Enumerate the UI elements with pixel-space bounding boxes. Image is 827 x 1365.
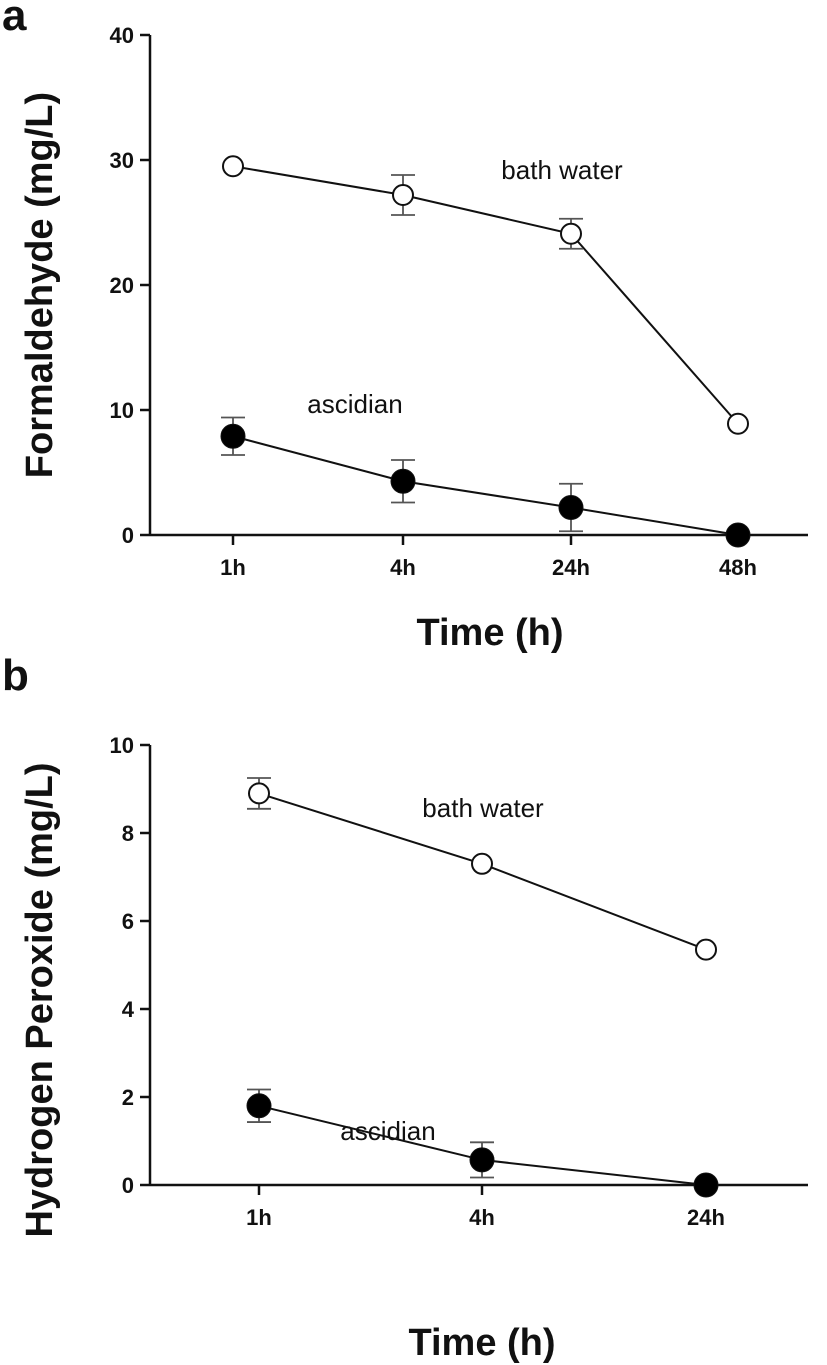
panel-b-data-point-ascidian — [246, 1093, 272, 1119]
panel-a-data-point-ascidian — [725, 522, 751, 548]
panel-a-data-point-bath-water — [392, 184, 414, 206]
panel-a-series-line-bath-water — [232, 165, 739, 425]
panel-a-data-point-ascidian — [220, 423, 246, 449]
panel-a-x-tick-label: 4h — [390, 555, 416, 580]
panel-b-series-label-bath-water: bath water — [422, 793, 544, 823]
panel-b-data-point-bath-water — [695, 938, 717, 961]
panel-b-y-tick-label: 6 — [122, 909, 134, 934]
panel-b-series-label-ascidian: ascidian — [340, 1116, 435, 1146]
panel-a-x-tick-label: 48h — [719, 555, 757, 580]
panel-b-y-tick-label: 8 — [122, 821, 134, 846]
panel-a-x-tick-label: 24h — [552, 555, 590, 580]
panel-a-y-tick-label: 10 — [110, 398, 134, 423]
panel-a-y-tick-label: 20 — [110, 273, 134, 298]
panel-b-data-point-ascidian — [693, 1172, 719, 1198]
panel-a-plot-area: 0 10 20 30 40 1h 4h 24h 48h — [110, 23, 808, 580]
panel-a-formaldehyde-chart: a 0 10 20 30 40 1h 4h 24h 48h Time (h) Formaldeh… — [2, 0, 808, 654]
panel-b-x-tick-label: 1h — [246, 1205, 272, 1230]
panel-b-x-axis-title: Time (h) — [408, 1322, 555, 1364]
panel-a-y-axis-title: Formaldehyde (mg/L) — [19, 92, 61, 478]
panel-a-y-tick-label: 40 — [110, 23, 134, 48]
panel-b-plot-area: 0 2 4 6 8 10 1h 4h 24h — [110, 733, 808, 1230]
panel-b-x-tick-label: 24h — [687, 1205, 725, 1230]
panel-b-letter: b — [2, 651, 29, 700]
panel-a-data-point-ascidian — [558, 495, 584, 520]
panel-a-series-line-ascidian — [232, 435, 739, 536]
panel-a-x-axis-title: Time (h) — [416, 612, 563, 654]
panel-a-x-tick-label: 1h — [220, 555, 246, 580]
panel-a-y-tick-label: 30 — [110, 148, 134, 173]
panel-a-letter: a — [2, 0, 27, 40]
panel-b-hydrogen-peroxide-chart: b 0 2 4 6 8 10 1h 4h 24h Time (h) Hydrogen Perox… — [2, 651, 808, 1364]
panel-b-y-tick-label: 10 — [110, 733, 134, 758]
panel-b-y-tick-label: 2 — [122, 1085, 134, 1110]
panel-b-data-point-ascidian — [469, 1147, 495, 1173]
panel-b-y-tick-label: 4 — [122, 997, 135, 1022]
panel-a-data-point-bath-water — [727, 412, 749, 435]
panel-a-data-point-bath-water — [222, 155, 244, 178]
panel-b-data-point-bath-water — [248, 782, 270, 805]
panel-a-data-point-bath-water — [560, 222, 582, 245]
panel-a-series-label-bath-water: bath water — [501, 155, 623, 185]
panel-b-data-point-bath-water — [471, 852, 493, 875]
panel-b-y-axis-title: Hydrogen Peroxide (mg/L) — [19, 762, 61, 1237]
panel-a-y-tick-label: 0 — [122, 523, 134, 548]
panel-b-y-tick-label: 0 — [122, 1173, 134, 1198]
panel-a-data-point-ascidian — [390, 468, 416, 494]
panel-a-series-label-ascidian: ascidian — [307, 389, 402, 419]
panel-b-x-tick-label: 4h — [469, 1205, 495, 1230]
